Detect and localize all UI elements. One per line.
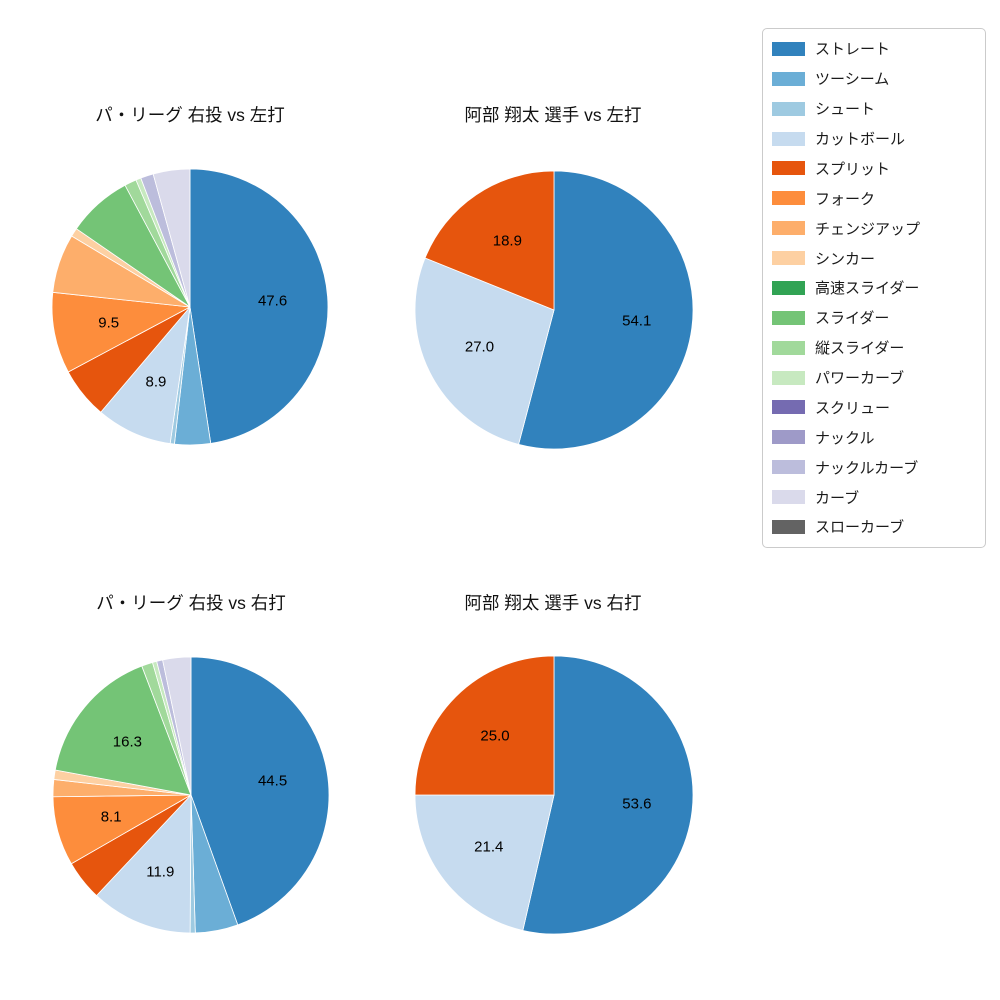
- legend-swatch: [772, 490, 805, 505]
- chart-title-league-vs-lhb: パ・リーグ 右投 vs 左打: [95, 105, 285, 125]
- pie-slice: [54, 665, 192, 796]
- legend-item: ツーシーム: [763, 64, 985, 94]
- slice-value-label: 25.0: [480, 727, 510, 745]
- legend-swatch: [772, 519, 805, 534]
- legend-label: スローカーブ: [815, 519, 905, 537]
- legend-label: スクリュー: [815, 399, 891, 417]
- legend-item: ナックルカーブ: [763, 452, 985, 482]
- slice-value-label: 11.9: [146, 863, 175, 881]
- chart-title-player-vs-rhb: 阿部 翔太 選手 vs 右打: [464, 593, 642, 613]
- legend-label: 縦スライダー: [815, 340, 905, 358]
- pie-slice: [162, 656, 192, 796]
- pie-chart-player-vs-lhb: 54.1 27.0 18.9: [404, 160, 704, 460]
- pie-slice: [424, 170, 555, 311]
- legend-item: パワーカーブ: [763, 363, 985, 393]
- legend-item: 高速スライダー: [763, 273, 985, 303]
- legend-label: スプリット: [815, 160, 891, 178]
- pie-slice: [51, 291, 191, 373]
- chart-title-player-vs-lhb: 阿部 翔太 選手 vs 左打: [464, 105, 642, 125]
- legend-label: ナックル: [815, 429, 875, 447]
- chart-title-league-vs-rhb: パ・リーグ 右投 vs 右打: [96, 593, 286, 613]
- slice-value-label: 8.1: [100, 808, 122, 826]
- pitch-type-legend: ストレートツーシームシュートカットボール スプリットフォークチェンジアップ シンカー…: [762, 28, 986, 548]
- pie-slice: [152, 168, 191, 308]
- pie-slice: [518, 170, 694, 450]
- pie-chart-league-vs-lhb: 47.6 8.9 9.5: [40, 157, 340, 457]
- legend-item: シンカー: [763, 243, 985, 273]
- legend-item: ストレート: [763, 34, 985, 64]
- pie-slice: [522, 655, 694, 935]
- legend-swatch: [772, 221, 805, 236]
- slice-value-label: 27.0: [464, 338, 495, 356]
- legend-label: ストレート: [815, 41, 891, 59]
- legend-swatch: [772, 191, 805, 206]
- legend-swatch: [772, 370, 805, 385]
- pie-slice: [190, 656, 330, 926]
- legend-label: カットボール: [815, 131, 906, 149]
- legend-item: スローカーブ: [763, 512, 985, 542]
- slice-value-label: 18.9: [492, 232, 522, 250]
- pie-slice: [414, 794, 555, 931]
- slice-value-label: 53.6: [622, 795, 652, 813]
- slice-value-label: 44.5: [257, 772, 288, 790]
- legend-swatch: [772, 131, 805, 146]
- legend-item: シュート: [763, 94, 985, 124]
- slice-value-label: 16.3: [112, 733, 142, 751]
- legend-item: スプリット: [763, 154, 985, 184]
- legend-item: 縦スライダー: [763, 333, 985, 363]
- legend-label: スライダー: [815, 310, 890, 328]
- slice-value-label: 8.9: [145, 373, 167, 391]
- pie-slice: [414, 257, 555, 445]
- legend-swatch: [772, 310, 805, 325]
- legend-label: ナックルカーブ: [815, 459, 919, 477]
- legend-swatch: [772, 400, 805, 415]
- legend-item: カットボール: [763, 124, 985, 154]
- legend-label: チェンジアップ: [815, 220, 921, 238]
- legend-swatch: [772, 101, 805, 116]
- legend-swatch: [772, 280, 805, 295]
- pie-slice: [96, 794, 192, 934]
- pie-slice: [414, 655, 555, 796]
- pie-svg: [414, 170, 694, 450]
- legend-label: フォーク: [815, 190, 876, 208]
- legend-item: フォーク: [763, 183, 985, 213]
- legend-label: パワーカーブ: [815, 370, 905, 388]
- legend-label: ツーシーム: [815, 71, 890, 89]
- legend-swatch: [772, 340, 805, 355]
- legend-swatch: [772, 161, 805, 176]
- pie-svg: [52, 656, 330, 934]
- legend-label: シュート: [815, 101, 876, 119]
- pie-slice: [189, 168, 329, 444]
- legend-item: ナックル: [763, 422, 985, 452]
- pie-svg: [414, 655, 694, 935]
- slice-value-label: 9.5: [98, 314, 120, 332]
- slice-value-label: 47.6: [257, 292, 288, 310]
- legend-swatch: [772, 41, 805, 56]
- pie-chart-player-vs-rhb: 53.6 21.4 25.0: [404, 645, 704, 945]
- legend-swatch: [772, 251, 805, 266]
- legend-label: シンカー: [815, 250, 876, 268]
- slice-value-label: 54.1: [622, 312, 652, 330]
- legend-swatch: [772, 430, 805, 445]
- legend-swatch: [772, 71, 805, 86]
- pie-svg: [51, 168, 329, 446]
- legend-item: チェンジアップ: [763, 213, 985, 243]
- legend-item: スクリュー: [763, 393, 985, 423]
- pie-chart-league-vs-rhb: 44.5 11.9 8.1 16.3: [41, 645, 341, 945]
- legend-label: 高速スライダー: [815, 280, 920, 298]
- legend-label: カーブ: [815, 489, 860, 507]
- legend-swatch: [772, 460, 805, 475]
- legend-item: カーブ: [763, 482, 985, 512]
- slice-value-label: 21.4: [474, 838, 504, 856]
- legend-item: スライダー: [763, 303, 985, 333]
